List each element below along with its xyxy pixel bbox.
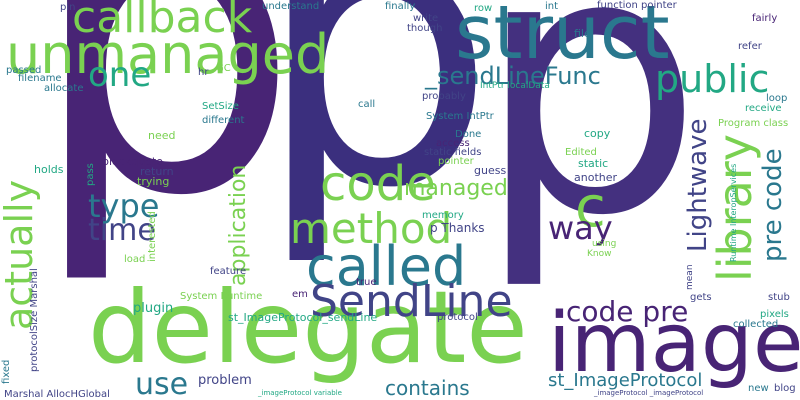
cloud-word: filename: [18, 73, 62, 84]
cloud-word: understand: [262, 1, 320, 12]
cloud-word: p: [255, 0, 497, 271]
cloud-word: passed: [6, 65, 42, 76]
cloud-word: refer: [738, 41, 762, 52]
cloud-word: blog: [774, 383, 796, 394]
cloud-word: another: [574, 171, 618, 184]
cloud-word: protocol: [437, 312, 478, 323]
cloud-word: time: [88, 213, 156, 248]
cloud-word: Marshal AllocHGlobal: [4, 389, 110, 400]
cloud-word: Program class: [718, 118, 789, 129]
cloud-word: trying: [137, 175, 170, 188]
cloud-word: GC: [216, 63, 231, 74]
cloud-word: c: [575, 175, 606, 240]
cloud-word: SetSize: [202, 101, 239, 112]
cloud-word: holds: [34, 163, 64, 176]
cloud-word: called: [306, 235, 467, 298]
cloud-word: static fields: [424, 147, 482, 158]
cloud-word: st_ImageProtocol: [548, 370, 703, 391]
cloud-word: fixed: [1, 359, 12, 384]
cloud-word: Done: [455, 129, 482, 140]
cloud-word: managed: [404, 176, 508, 201]
cloud-word: problem: [198, 373, 252, 388]
cloud-word: code pre: [566, 295, 689, 328]
cloud-word: blockquote: [102, 155, 163, 168]
cloud-word: Know: [587, 249, 612, 259]
cloud-word: pointer: [438, 156, 474, 167]
cloud-word: need: [148, 129, 176, 142]
cloud-word: stub: [768, 292, 790, 303]
cloud-word: collected: [733, 319, 779, 330]
cloud-word: p: [475, 0, 704, 294]
cloud-word: p Thanks: [430, 221, 485, 235]
cloud-word: _sendLineFunc: [425, 62, 601, 90]
cloud-word: Edited: [565, 147, 597, 158]
cloud-word: image: [548, 296, 800, 391]
cloud-word: System IntPtr: [426, 111, 494, 122]
cloud-word: contains: [385, 376, 470, 400]
cloud-word: static: [578, 157, 609, 170]
cloud-word: hr: [198, 67, 209, 78]
cloud-word: new: [748, 383, 769, 394]
cloud-word: _imageProtocol _imageProtocol: [594, 389, 704, 397]
cloud-word: true: [356, 277, 377, 288]
cloud-word: loop: [766, 93, 788, 104]
cloud-word: Runtime InteropServices: [729, 163, 738, 262]
cloud-word: using: [592, 239, 617, 249]
cloud-word: pixels: [760, 309, 789, 320]
cloud-word: return: [140, 165, 174, 178]
cloud-word: allocate: [44, 83, 84, 94]
cloud-word: code: [320, 156, 436, 212]
cloud-word: plugin: [133, 301, 174, 316]
cloud-word: pin: [60, 2, 76, 13]
cloud-word: finally: [385, 1, 416, 12]
cloud-word: fairly: [752, 13, 778, 24]
cloud-word: IntPtr localData: [480, 81, 550, 91]
cloud-word: feature: [210, 266, 247, 277]
cloud-word: pre code: [758, 148, 788, 262]
cloud-word: delegate: [88, 269, 528, 386]
cloud-word: memory: [422, 210, 464, 221]
cloud-word: em: [292, 289, 308, 300]
cloud-word: struct: [455, 0, 670, 76]
cloud-word: copy: [584, 127, 611, 140]
cloud-word: row: [474, 3, 493, 14]
cloud-word: function pointer: [597, 0, 677, 11]
cloud-word: protocolSize Marshal: [29, 268, 40, 372]
cloud-word: unmanaged: [6, 23, 330, 86]
cloud-word: way: [548, 209, 613, 247]
cloud-word: though: [407, 23, 443, 34]
cloud-word: p: [28, 0, 301, 290]
cloud-word: _imageProtocol variable: [258, 389, 342, 397]
cloud-word: load: [124, 254, 146, 265]
cloud-word: method: [290, 204, 453, 253]
cloud-word: interested: [147, 211, 158, 262]
cloud-word: Lightwave: [683, 118, 713, 252]
cloud-word: pass: [85, 163, 96, 186]
cloud-word: st_ImageProtocol_sendLine: [228, 311, 378, 324]
cloud-word: mean: [685, 264, 695, 290]
cloud-word: callback: [72, 0, 253, 43]
cloud-word: one: [88, 55, 152, 95]
cloud-word: write: [413, 13, 439, 24]
cloud-word: type: [88, 187, 160, 225]
cloud-word: access: [436, 138, 470, 149]
cloud-word: public: [655, 57, 770, 101]
cloud-word: receive: [745, 103, 782, 114]
cloud-word: use: [135, 367, 189, 400]
cloud-word: probably: [422, 91, 466, 102]
cloud-word: call: [358, 99, 376, 110]
cloud-word: gets: [690, 292, 712, 303]
cloud-word: System Runtime: [180, 291, 263, 302]
cloud-word: guess: [474, 164, 507, 177]
cloud-word: int: [545, 1, 559, 12]
cloud-word: different: [202, 115, 245, 126]
cloud-word: SendLine: [310, 276, 513, 327]
cloud-word: file: [574, 27, 591, 40]
